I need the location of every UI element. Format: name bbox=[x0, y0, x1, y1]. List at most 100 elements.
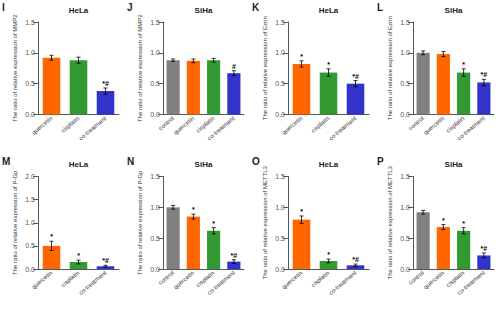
svg-text:SiHa: SiHa bbox=[195, 160, 213, 169]
svg-text:#: # bbox=[232, 63, 236, 70]
svg-text:co-treatment: co-treatment bbox=[78, 115, 108, 141]
svg-text:control: control bbox=[407, 115, 425, 131]
svg-text:0.0: 0.0 bbox=[25, 111, 35, 118]
svg-text:K: K bbox=[252, 2, 260, 13]
svg-text:1.0: 1.0 bbox=[25, 49, 35, 56]
svg-text:SiHa: SiHa bbox=[445, 6, 463, 15]
svg-text:co-treatment: co-treatment bbox=[456, 115, 486, 141]
svg-text:quercetin: quercetin bbox=[173, 115, 196, 135]
svg-text:*: * bbox=[192, 206, 195, 213]
svg-text:*: * bbox=[300, 53, 303, 60]
svg-text:*: * bbox=[462, 61, 465, 68]
svg-text:*#: *# bbox=[352, 73, 359, 80]
svg-text:0.5: 0.5 bbox=[400, 80, 410, 87]
svg-text:1.5: 1.5 bbox=[25, 196, 35, 203]
svg-text:SiHa: SiHa bbox=[195, 6, 213, 15]
svg-text:1.0: 1.0 bbox=[150, 49, 160, 56]
svg-text:*: * bbox=[300, 208, 303, 215]
svg-text:The ratio of relative expressi: The ratio of relative expression of Ezri… bbox=[387, 16, 393, 120]
svg-text:co-treatment: co-treatment bbox=[328, 269, 358, 295]
svg-text:1.0: 1.0 bbox=[400, 204, 410, 211]
svg-text:quercetin: quercetin bbox=[31, 270, 54, 290]
svg-text:*: * bbox=[77, 252, 80, 259]
svg-text:The ratio of relative expressi: The ratio of relative expression of P-Gp bbox=[12, 170, 18, 275]
svg-text:P: P bbox=[377, 156, 384, 167]
svg-text:*#: *# bbox=[352, 256, 359, 263]
svg-text:*: * bbox=[327, 61, 330, 68]
svg-text:M: M bbox=[2, 156, 10, 167]
svg-text:1.5: 1.5 bbox=[150, 19, 160, 26]
svg-text:0.0: 0.0 bbox=[275, 266, 285, 273]
svg-text:0.5: 0.5 bbox=[25, 80, 35, 87]
svg-text:*: * bbox=[442, 217, 445, 224]
svg-text:co-treatment: co-treatment bbox=[206, 115, 236, 141]
svg-text:co-treatment: co-treatment bbox=[456, 269, 486, 295]
svg-text:0.0: 0.0 bbox=[150, 111, 160, 118]
svg-text:1.0: 1.0 bbox=[150, 204, 160, 211]
svg-text:1.5: 1.5 bbox=[400, 19, 410, 26]
svg-text:1.5: 1.5 bbox=[400, 173, 410, 180]
svg-text:HeLa: HeLa bbox=[319, 6, 339, 15]
svg-text:0.0: 0.0 bbox=[25, 266, 35, 273]
svg-text:control: control bbox=[157, 270, 175, 286]
svg-text:cisplatin: cisplatin bbox=[310, 270, 330, 289]
svg-text:0.5: 0.5 bbox=[275, 80, 285, 87]
svg-text:HeLa: HeLa bbox=[69, 160, 89, 169]
svg-text:quercetin: quercetin bbox=[423, 115, 446, 135]
svg-text:cisplatin: cisplatin bbox=[310, 115, 330, 134]
svg-text:co-treatment: co-treatment bbox=[78, 269, 108, 295]
svg-text:The ratio of relative expressi: The ratio of relative expression of METT… bbox=[262, 165, 268, 279]
svg-text:1.5: 1.5 bbox=[275, 19, 285, 26]
svg-text:quercetin: quercetin bbox=[281, 270, 304, 290]
svg-text:*: * bbox=[462, 220, 465, 227]
svg-text:0.0: 0.0 bbox=[400, 111, 410, 118]
svg-text:J: J bbox=[127, 2, 133, 13]
svg-text:quercetin: quercetin bbox=[31, 115, 54, 135]
svg-text:0.5: 0.5 bbox=[25, 242, 35, 249]
svg-text:0.0: 0.0 bbox=[275, 111, 285, 118]
svg-text:0.5: 0.5 bbox=[275, 235, 285, 242]
svg-text:quercetin: quercetin bbox=[173, 270, 196, 290]
svg-text:0.0: 0.0 bbox=[400, 266, 410, 273]
svg-text:cisplatin: cisplatin bbox=[60, 270, 80, 289]
svg-text:quercetin: quercetin bbox=[423, 270, 446, 290]
svg-text:*#: *# bbox=[481, 245, 488, 252]
svg-text:HeLa: HeLa bbox=[319, 160, 339, 169]
svg-text:0.5: 0.5 bbox=[150, 235, 160, 242]
svg-text:HeLa: HeLa bbox=[69, 6, 89, 15]
svg-text:0.5: 0.5 bbox=[150, 80, 160, 87]
svg-text:1.0: 1.0 bbox=[25, 219, 35, 226]
svg-text:1.0: 1.0 bbox=[275, 49, 285, 56]
svg-text:0.5: 0.5 bbox=[400, 235, 410, 242]
svg-text:2.0: 2.0 bbox=[25, 173, 35, 180]
svg-text:1.5: 1.5 bbox=[25, 19, 35, 26]
svg-text:*#: *# bbox=[481, 71, 488, 78]
svg-text:*: * bbox=[212, 220, 215, 227]
svg-text:1.5: 1.5 bbox=[275, 173, 285, 180]
svg-text:co-treatment: co-treatment bbox=[328, 115, 358, 141]
svg-text:*#: *# bbox=[102, 257, 109, 264]
svg-text:1.0: 1.0 bbox=[400, 49, 410, 56]
svg-text:1.5: 1.5 bbox=[150, 173, 160, 180]
svg-text:*: * bbox=[327, 251, 330, 258]
svg-text:quercetin: quercetin bbox=[281, 115, 304, 135]
svg-text:The ratio of relative expressi: The ratio of relative expression of MMP2 bbox=[12, 14, 18, 122]
svg-text:SiHa: SiHa bbox=[445, 160, 463, 169]
svg-text:control: control bbox=[157, 115, 175, 131]
svg-text:The ratio of relative expressi: The ratio of relative expression of MMP2 bbox=[137, 14, 143, 122]
svg-text:L: L bbox=[377, 2, 383, 13]
svg-text:0.0: 0.0 bbox=[150, 266, 160, 273]
svg-text:N: N bbox=[127, 156, 134, 167]
svg-text:cisplatin: cisplatin bbox=[60, 115, 80, 134]
svg-text:*#: *# bbox=[231, 252, 238, 259]
svg-text:control: control bbox=[407, 270, 425, 286]
svg-text:co-treatment: co-treatment bbox=[206, 269, 236, 295]
svg-text:The ratio of relative expressi: The ratio of relative expression of METT… bbox=[387, 165, 393, 279]
svg-text:1.0: 1.0 bbox=[275, 204, 285, 211]
svg-text:The ratio of relative expressi: The ratio of relative expression of P-Gp bbox=[137, 170, 143, 275]
svg-text:*#: *# bbox=[102, 80, 109, 87]
svg-text:The ratio of relative expressi: The ratio of relative expression of Ezri… bbox=[262, 16, 268, 120]
svg-text:O: O bbox=[252, 156, 260, 167]
svg-text:*: * bbox=[50, 233, 53, 240]
svg-text:I: I bbox=[2, 2, 5, 13]
